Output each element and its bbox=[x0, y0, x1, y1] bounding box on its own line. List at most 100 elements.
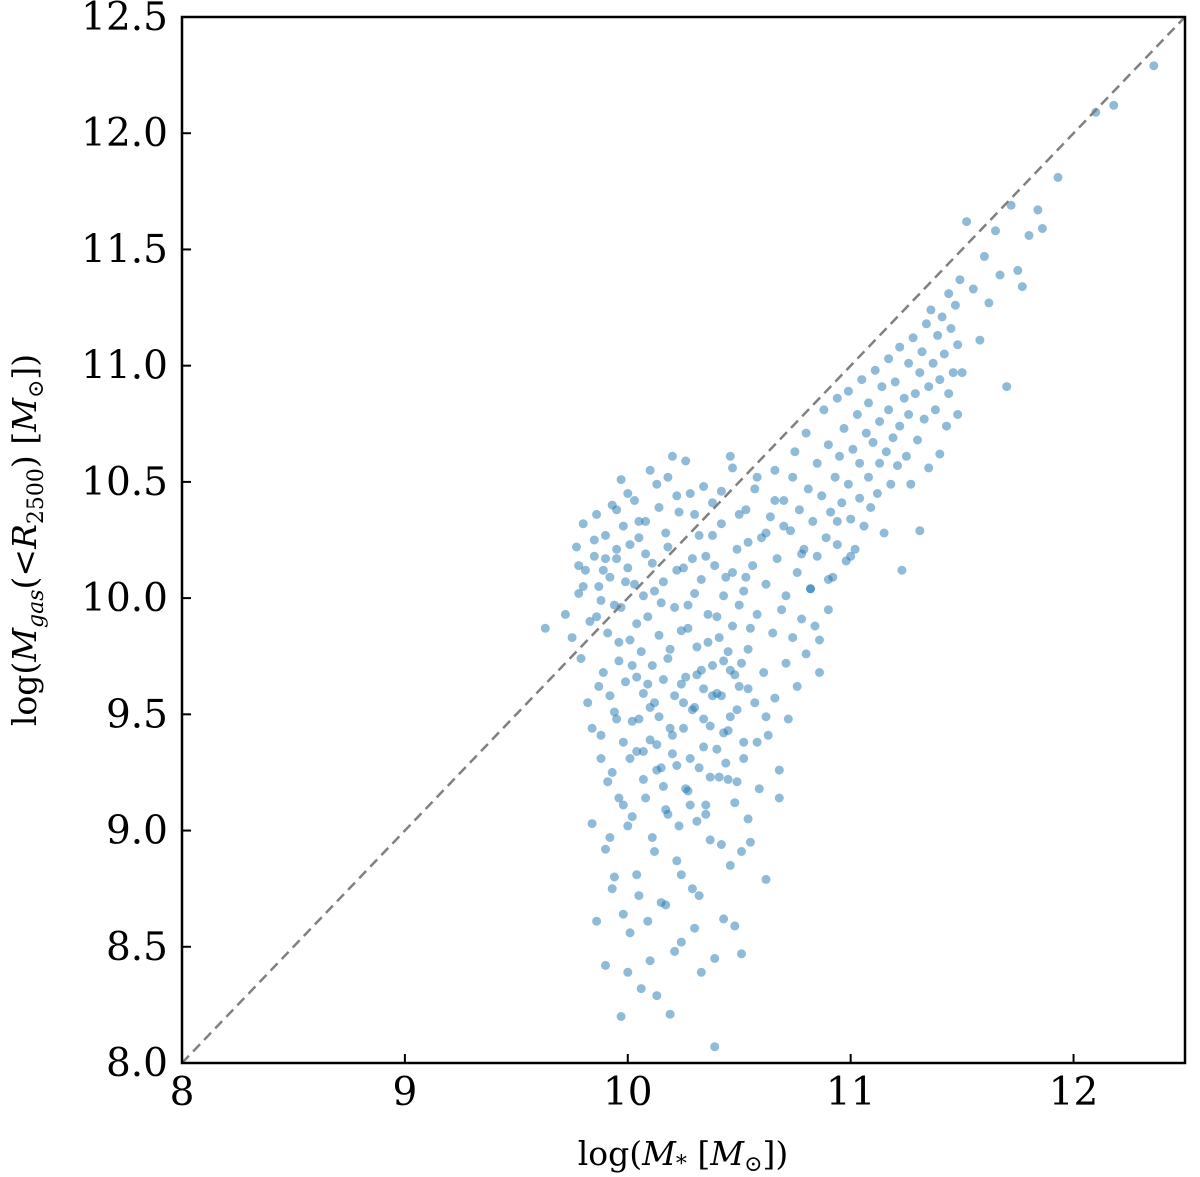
y-axis-label: log(Mgas(<R2500) [M⊙]) bbox=[5, 354, 49, 726]
data-point bbox=[708, 661, 717, 670]
data-point bbox=[683, 786, 693, 796]
data-point bbox=[944, 389, 954, 399]
data-point bbox=[616, 475, 626, 485]
data-point bbox=[875, 458, 885, 468]
data-point bbox=[621, 577, 630, 587]
data-point bbox=[719, 728, 729, 738]
data-point bbox=[846, 551, 856, 561]
data-point bbox=[572, 542, 581, 552]
data-point bbox=[576, 654, 586, 663]
data-point bbox=[774, 793, 784, 803]
data-point bbox=[627, 716, 637, 726]
data-point bbox=[837, 498, 847, 508]
data-point bbox=[583, 698, 593, 708]
data-point bbox=[815, 635, 824, 645]
data-point bbox=[743, 814, 753, 824]
y-tick-label: 9.0 bbox=[106, 809, 168, 854]
data-point bbox=[823, 575, 833, 584]
data-point bbox=[1013, 265, 1023, 275]
y-tick-label: 10.5 bbox=[81, 460, 168, 505]
data-point bbox=[926, 305, 936, 315]
data-point bbox=[761, 528, 771, 538]
data-point bbox=[683, 600, 693, 610]
data-point bbox=[623, 821, 633, 831]
data-point bbox=[752, 737, 762, 747]
data-point bbox=[612, 505, 622, 515]
data-point bbox=[843, 386, 853, 396]
data-point bbox=[714, 772, 724, 782]
data-point bbox=[819, 405, 829, 415]
data-point bbox=[743, 644, 753, 654]
data-point bbox=[652, 991, 662, 1001]
data-point bbox=[605, 833, 615, 842]
data-point bbox=[687, 884, 697, 894]
data-point bbox=[699, 714, 709, 724]
data-point bbox=[638, 747, 648, 756]
data-point bbox=[638, 591, 648, 601]
data-point bbox=[645, 956, 655, 966]
data-point bbox=[658, 577, 668, 587]
data-point bbox=[861, 428, 871, 438]
data-point bbox=[614, 656, 624, 666]
data-point bbox=[607, 767, 617, 777]
data-point bbox=[596, 754, 606, 763]
data-point bbox=[701, 800, 711, 810]
plot-frame bbox=[180, 15, 1187, 1065]
data-point bbox=[779, 496, 789, 505]
data-point bbox=[750, 698, 760, 708]
data-point bbox=[777, 605, 787, 615]
data-point bbox=[692, 670, 702, 680]
data-point bbox=[601, 960, 610, 970]
data-point bbox=[830, 472, 840, 482]
data-point bbox=[623, 489, 633, 498]
y-tick-label: 8.5 bbox=[106, 925, 168, 970]
data-point bbox=[601, 530, 610, 540]
data-point bbox=[730, 798, 740, 808]
data-point bbox=[679, 698, 688, 708]
data-point bbox=[630, 496, 639, 505]
data-point bbox=[658, 781, 668, 791]
data-point bbox=[770, 465, 780, 475]
data-points bbox=[540, 61, 1159, 1052]
data-point bbox=[625, 754, 635, 763]
data-point bbox=[888, 433, 898, 443]
x-tick-label: 8 bbox=[170, 1070, 195, 1115]
data-point bbox=[670, 691, 680, 701]
data-point bbox=[692, 816, 702, 826]
data-point bbox=[812, 551, 822, 561]
data-point bbox=[601, 844, 610, 854]
data-point bbox=[741, 505, 751, 515]
data-point bbox=[710, 953, 720, 963]
data-point bbox=[607, 884, 617, 894]
data-point bbox=[638, 774, 648, 784]
data-point bbox=[872, 489, 882, 498]
data-point bbox=[694, 891, 704, 901]
data-point bbox=[708, 530, 717, 540]
data-point bbox=[761, 712, 771, 722]
data-point bbox=[734, 509, 744, 519]
data-point bbox=[823, 605, 833, 615]
data-point bbox=[991, 226, 1000, 236]
y-tick-label: 11.0 bbox=[81, 344, 168, 389]
data-point bbox=[750, 484, 760, 494]
data-point bbox=[645, 702, 655, 712]
data-point bbox=[598, 565, 608, 575]
data-point bbox=[808, 516, 818, 526]
data-point bbox=[614, 637, 624, 647]
data-point bbox=[643, 612, 653, 622]
data-point bbox=[732, 705, 742, 715]
data-point bbox=[625, 635, 635, 645]
data-point bbox=[899, 393, 909, 403]
data-point bbox=[921, 319, 931, 329]
data-point bbox=[901, 451, 911, 461]
data-point bbox=[843, 479, 853, 489]
data-point bbox=[917, 347, 927, 357]
data-point bbox=[897, 565, 907, 575]
data-point bbox=[618, 737, 628, 747]
data-point bbox=[592, 612, 602, 622]
data-point bbox=[924, 463, 934, 473]
data-point bbox=[895, 421, 905, 431]
data-point bbox=[904, 358, 914, 368]
data-point bbox=[594, 681, 604, 691]
data-point bbox=[596, 730, 606, 740]
